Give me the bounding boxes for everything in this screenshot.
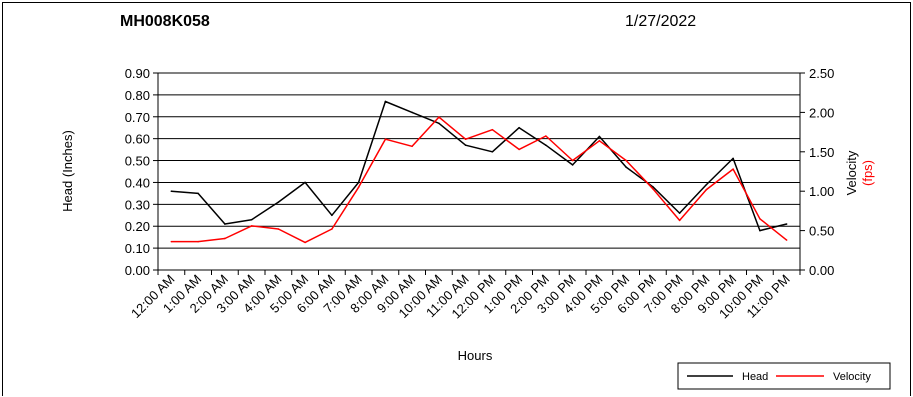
data-point-head bbox=[678, 212, 681, 214]
y-left-tick-label: 0.30 bbox=[125, 197, 150, 212]
data-point-head bbox=[411, 111, 413, 114]
y-right-tick-label: 2.50 bbox=[809, 66, 834, 81]
data-point-velocity bbox=[759, 217, 761, 220]
y-right-tick-label: 1.50 bbox=[809, 145, 834, 160]
data-point-velocity bbox=[625, 159, 627, 162]
data-point-head bbox=[625, 166, 627, 168]
y-left-tick-label: 0.80 bbox=[125, 88, 150, 103]
data-point-head bbox=[652, 186, 654, 188]
legend: Head Velocity bbox=[677, 362, 891, 390]
y-left-tick-label: 0.90 bbox=[125, 66, 150, 81]
data-point-velocity bbox=[438, 116, 440, 118]
y-left-tick-label: 0.10 bbox=[125, 241, 150, 256]
data-point-head bbox=[464, 144, 467, 147]
data-point-velocity bbox=[170, 240, 173, 243]
y-axis-left-label: Head (Inches) bbox=[60, 130, 75, 212]
data-point-head bbox=[331, 214, 333, 217]
data-point-head bbox=[438, 122, 440, 125]
data-point-head bbox=[304, 181, 306, 184]
data-point-velocity bbox=[705, 188, 708, 191]
data-point-velocity bbox=[250, 225, 253, 227]
y-left-tick-label: 0.00 bbox=[125, 263, 150, 278]
data-point-head bbox=[277, 201, 280, 203]
series-line-head bbox=[171, 100, 787, 232]
y-left-tick-label: 0.70 bbox=[125, 110, 150, 125]
data-point-head bbox=[598, 135, 601, 138]
y-left-tick-label: 0.60 bbox=[125, 132, 150, 147]
data-point-velocity bbox=[785, 239, 788, 241]
series-line-velocity bbox=[171, 116, 788, 244]
data-point-head bbox=[518, 126, 520, 129]
data-point-velocity bbox=[491, 128, 494, 131]
data-point-head bbox=[197, 192, 199, 195]
plot-area bbox=[157, 72, 801, 271]
data-point-head bbox=[785, 223, 788, 225]
chart-title: MH008K058 bbox=[120, 13, 210, 30]
data-point-velocity bbox=[197, 240, 199, 243]
chart-date: 1/27/2022 bbox=[625, 13, 696, 30]
y-axis-right-label-line1: Velocity bbox=[844, 150, 859, 195]
y-left-tick-label: 0.50 bbox=[125, 154, 150, 169]
data-point-head bbox=[357, 181, 360, 184]
data-point-velocity bbox=[732, 168, 734, 170]
line-chart: MH008K058 1/27/2022 0.00 0.10 0.20 0.30 0.40… bbox=[60, 13, 891, 390]
legend-velocity-label: Velocity bbox=[833, 371, 871, 383]
data-point-head bbox=[759, 229, 761, 232]
data-point-head bbox=[705, 183, 708, 186]
data-point-head bbox=[250, 218, 253, 221]
data-point-velocity bbox=[357, 186, 360, 189]
data-point-velocity bbox=[571, 159, 574, 162]
data-point-velocity bbox=[384, 138, 387, 140]
data-point-head bbox=[224, 223, 226, 225]
data-point-velocity bbox=[224, 237, 226, 240]
y-right-tick-label: 1.00 bbox=[809, 184, 834, 199]
data-point-head bbox=[732, 157, 734, 160]
data-point-velocity bbox=[411, 145, 413, 148]
data-point-velocity bbox=[464, 138, 467, 140]
y-right-tick-label: 0.00 bbox=[809, 263, 834, 278]
data-point-head bbox=[571, 164, 574, 166]
legend-head-label: Head bbox=[742, 371, 768, 383]
data-point-head bbox=[170, 190, 173, 192]
y-axis-right-label-line2: (fps) bbox=[860, 160, 875, 186]
y-left-tick-label: 0.20 bbox=[125, 219, 150, 234]
y-left-tick-label: 0.40 bbox=[125, 175, 150, 190]
data-point-head bbox=[384, 100, 387, 103]
data-point-velocity bbox=[678, 219, 681, 222]
data-point-head bbox=[545, 144, 547, 147]
data-point-velocity bbox=[304, 241, 306, 244]
data-point-velocity bbox=[331, 228, 333, 230]
y-right-tick-label: 0.50 bbox=[809, 224, 834, 239]
data-point-velocity bbox=[598, 139, 601, 142]
data-point-head bbox=[491, 151, 494, 153]
data-point-velocity bbox=[518, 148, 520, 151]
data-point-velocity bbox=[652, 188, 654, 190]
data-point-velocity bbox=[545, 135, 547, 137]
data-point-velocity bbox=[277, 228, 280, 230]
x-axis-label: Hours bbox=[458, 348, 493, 363]
y-right-tick-label: 2.00 bbox=[809, 105, 834, 120]
